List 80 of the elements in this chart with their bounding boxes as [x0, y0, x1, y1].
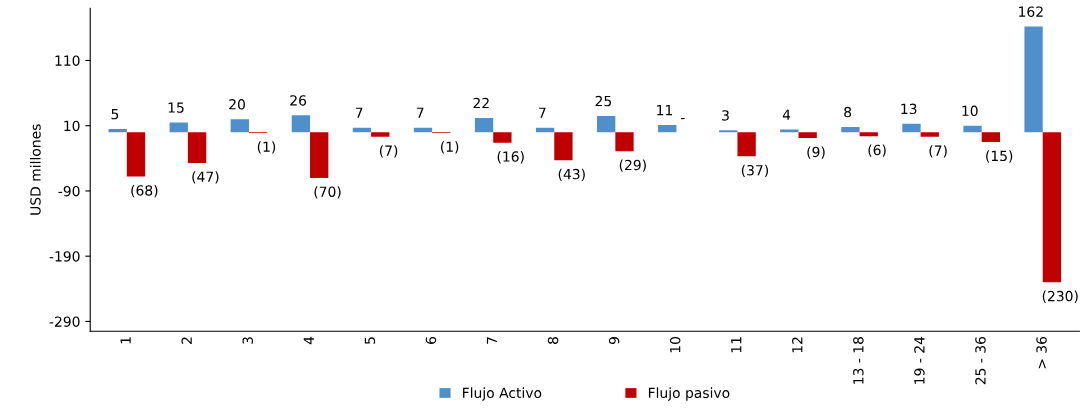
x-tick-label: > 36	[1036, 336, 1047, 369]
data-label: 8	[844, 106, 852, 118]
x-tick-label: 12	[792, 337, 803, 353]
x-tick-label: 4	[303, 336, 314, 345]
data-label: 10	[962, 105, 978, 117]
data-label: -	[680, 118, 685, 120]
data-label: (1)	[257, 141, 276, 154]
bar	[798, 132, 817, 139]
data-label: 20	[229, 99, 245, 110]
bar	[1024, 26, 1043, 133]
data-label: 25	[595, 95, 612, 107]
data-label: (70)	[314, 186, 341, 199]
x-tick-label: 2	[181, 337, 192, 344]
x-tick-label: 6	[425, 336, 437, 344]
data-label: 162	[1019, 6, 1043, 17]
data-label: (6)	[868, 144, 886, 157]
bar	[554, 132, 573, 161]
y-tick-label: 10	[64, 120, 80, 132]
data-label: 26	[290, 95, 307, 106]
data-label: (15)	[986, 150, 1013, 163]
x-tick-label: 8	[547, 337, 559, 344]
legend-label: Flujo Activo	[463, 387, 542, 401]
data-label: (7)	[379, 145, 398, 158]
x-tick-label: 5	[364, 337, 376, 344]
legend-label: Flujo pasivo	[648, 387, 730, 401]
x-tick-label: 19 - 24	[914, 336, 925, 384]
data-label: 11	[657, 105, 673, 116]
data-label: 4	[782, 109, 791, 120]
y-tick-label: -90	[58, 185, 80, 197]
data-label: 7	[355, 107, 363, 118]
bar	[615, 132, 634, 152]
y-tick-label: 110	[55, 55, 80, 66]
data-label: 22	[473, 97, 489, 109]
bar	[126, 132, 146, 177]
bar	[658, 125, 677, 133]
y-tick-label: -190	[49, 251, 80, 262]
bar	[737, 132, 756, 157]
bar	[859, 132, 878, 137]
bar	[371, 132, 390, 137]
data-label: (29)	[619, 159, 646, 172]
bar	[841, 127, 860, 133]
data-label: (16)	[497, 151, 524, 164]
bar	[187, 132, 207, 163]
data-label: (47)	[192, 171, 219, 184]
data-label: (68)	[131, 184, 158, 198]
data-label: (7)	[929, 145, 947, 158]
bar	[291, 115, 311, 133]
bar	[493, 132, 512, 143]
data-label: (230)	[1042, 290, 1078, 303]
x-tick-label: 10	[669, 336, 681, 353]
bar	[108, 128, 127, 133]
bar	[981, 132, 1001, 143]
x-tick-label: 25 - 36	[975, 336, 986, 385]
x-tick-label: 13 - 18	[853, 337, 864, 384]
x-tick-label: 3	[242, 337, 254, 344]
data-label: (1)	[441, 141, 459, 154]
x-tick-label: 1	[120, 337, 131, 344]
y-axis-title: USD millones	[29, 124, 41, 215]
y-tick-label: -290	[49, 316, 80, 327]
bar	[310, 132, 329, 178]
data-label: 15	[168, 102, 184, 113]
x-tick-label: 7	[486, 337, 498, 344]
bar	[963, 125, 982, 133]
x-tick-label: 9	[608, 337, 620, 345]
data-label: 7	[416, 107, 424, 118]
data-label: (37)	[741, 164, 769, 178]
bar	[920, 132, 939, 137]
bar	[597, 115, 616, 133]
bar	[230, 119, 249, 133]
data-label: 5	[111, 109, 119, 120]
bar	[902, 123, 921, 133]
bar	[169, 122, 188, 133]
data-label: (43)	[558, 168, 585, 181]
data-label: (9)	[807, 146, 825, 159]
bar	[1042, 132, 1062, 283]
bar	[474, 117, 494, 133]
x-tick-label: 11	[731, 337, 742, 353]
data-label: 7	[539, 107, 546, 118]
data-label: 13	[901, 103, 917, 115]
data-label: 3	[722, 110, 729, 121]
